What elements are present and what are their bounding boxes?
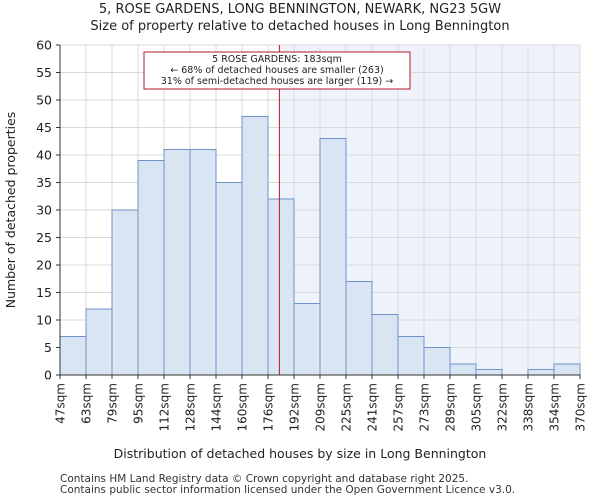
x-tick-label-9: 192sqm: [288, 383, 302, 431]
marker-annotation: 5 ROSE GARDENS: 183sqm ← 68% of detached…: [143, 51, 411, 90]
x-tick-label-19: 354sqm: [548, 383, 562, 431]
x-tick-label-11: 225sqm: [340, 383, 354, 431]
annotation-line-3: 31% of semi-detached houses are larger (…: [161, 76, 394, 87]
bar-305sqm: [475, 369, 503, 376]
bar-63sqm: [85, 308, 113, 376]
x-tick-label-12: 241sqm: [366, 383, 380, 431]
bar-192sqm: [293, 303, 321, 376]
x-tick-label-14: 273sqm: [418, 383, 432, 431]
y-tick-label-3: 15: [36, 285, 52, 300]
y-tick-label-12: 60: [36, 38, 52, 53]
x-tick-label-10: 209sqm: [314, 383, 328, 431]
bar-79sqm: [111, 209, 139, 376]
bar-95sqm: [137, 160, 165, 376]
bar-176sqm: [267, 198, 295, 376]
chart-title: 5, ROSE GARDENS, LONG BENNINGTON, NEWARK…: [98, 2, 502, 17]
x-tick-label-20: 370sqm: [574, 383, 588, 431]
bar-354sqm: [553, 363, 581, 376]
x-tick-label-8: 176sqm: [262, 383, 276, 431]
bar-289sqm: [449, 363, 477, 376]
bar-47sqm: [59, 336, 87, 376]
annotation-box: [143, 51, 411, 90]
y-tick-label-4: 20: [36, 258, 52, 273]
bar-209sqm: [319, 138, 347, 376]
footer-line-2: Contains public sector information licen…: [60, 484, 516, 496]
x-tick-label-0: 47sqm: [54, 383, 68, 424]
x-ticks: 47sqm 63sqm 79sqm 95sqm 112sqm 128sqm 144sqm 16…: [54, 375, 588, 431]
bars: [59, 116, 581, 376]
x-tick-label-6: 144sqm: [210, 383, 224, 431]
y-tick-label-6: 30: [36, 203, 52, 218]
bar-144sqm: [215, 182, 243, 376]
x-tick-label-1: 63sqm: [80, 383, 94, 424]
x-tick-label-7: 160sqm: [236, 383, 250, 431]
y-tick-label-2: 10: [36, 313, 52, 328]
y-tick-label-9: 45: [36, 120, 52, 135]
x-tick-label-5: 128sqm: [184, 383, 198, 431]
y-tick-label-8: 40: [36, 148, 52, 163]
x-tick-label-3: 95sqm: [132, 383, 146, 424]
bar-257sqm: [397, 336, 425, 376]
bar-112sqm: [163, 149, 191, 376]
x-tick-label-4: 112sqm: [158, 383, 172, 431]
x-tick-label-18: 338sqm: [522, 383, 536, 431]
bar-128sqm: [189, 149, 217, 376]
x-tick-label-2: 79sqm: [106, 383, 120, 424]
annotation-line-2: ← 68% of detached houses are smaller (26…: [170, 65, 383, 76]
annotation-line-1: 5 ROSE GARDENS: 183sqm: [212, 54, 342, 65]
y-tick-label-10: 50: [36, 93, 52, 108]
footer-line-1: Contains HM Land Registry data © Crown c…: [60, 473, 469, 485]
bar-225sqm: [345, 281, 373, 376]
x-tick-label-16: 305sqm: [470, 383, 484, 431]
chart-subtitle: Size of property relative to detached ho…: [90, 19, 510, 34]
bar-273sqm: [423, 347, 451, 376]
bar-241sqm: [371, 314, 399, 376]
histogram-chart: 0 5 10 15 20 25 30 35 40 45 50 55 60 47sqm 63sqm 79sqm…: [3, 38, 588, 462]
bar-160sqm: [241, 116, 269, 376]
x-tick-label-15: 289sqm: [444, 383, 458, 431]
y-ticks: 0 5 10 15 20 25 30 35 40 45 50 55 60: [36, 38, 60, 383]
x-tick-label-13: 257sqm: [392, 383, 406, 431]
y-tick-label-11: 55: [36, 65, 52, 80]
x-axis-label: Distribution of detached houses by size …: [114, 446, 487, 461]
bar-338sqm: [527, 369, 555, 376]
y-tick-label-5: 25: [36, 230, 52, 245]
y-axis-label: Number of detached properties: [3, 112, 18, 309]
y-tick-label-0: 0: [44, 368, 52, 383]
y-tick-label-1: 5: [44, 340, 52, 355]
y-tick-label-7: 35: [36, 175, 52, 190]
x-tick-label-17: 322sqm: [496, 383, 510, 431]
